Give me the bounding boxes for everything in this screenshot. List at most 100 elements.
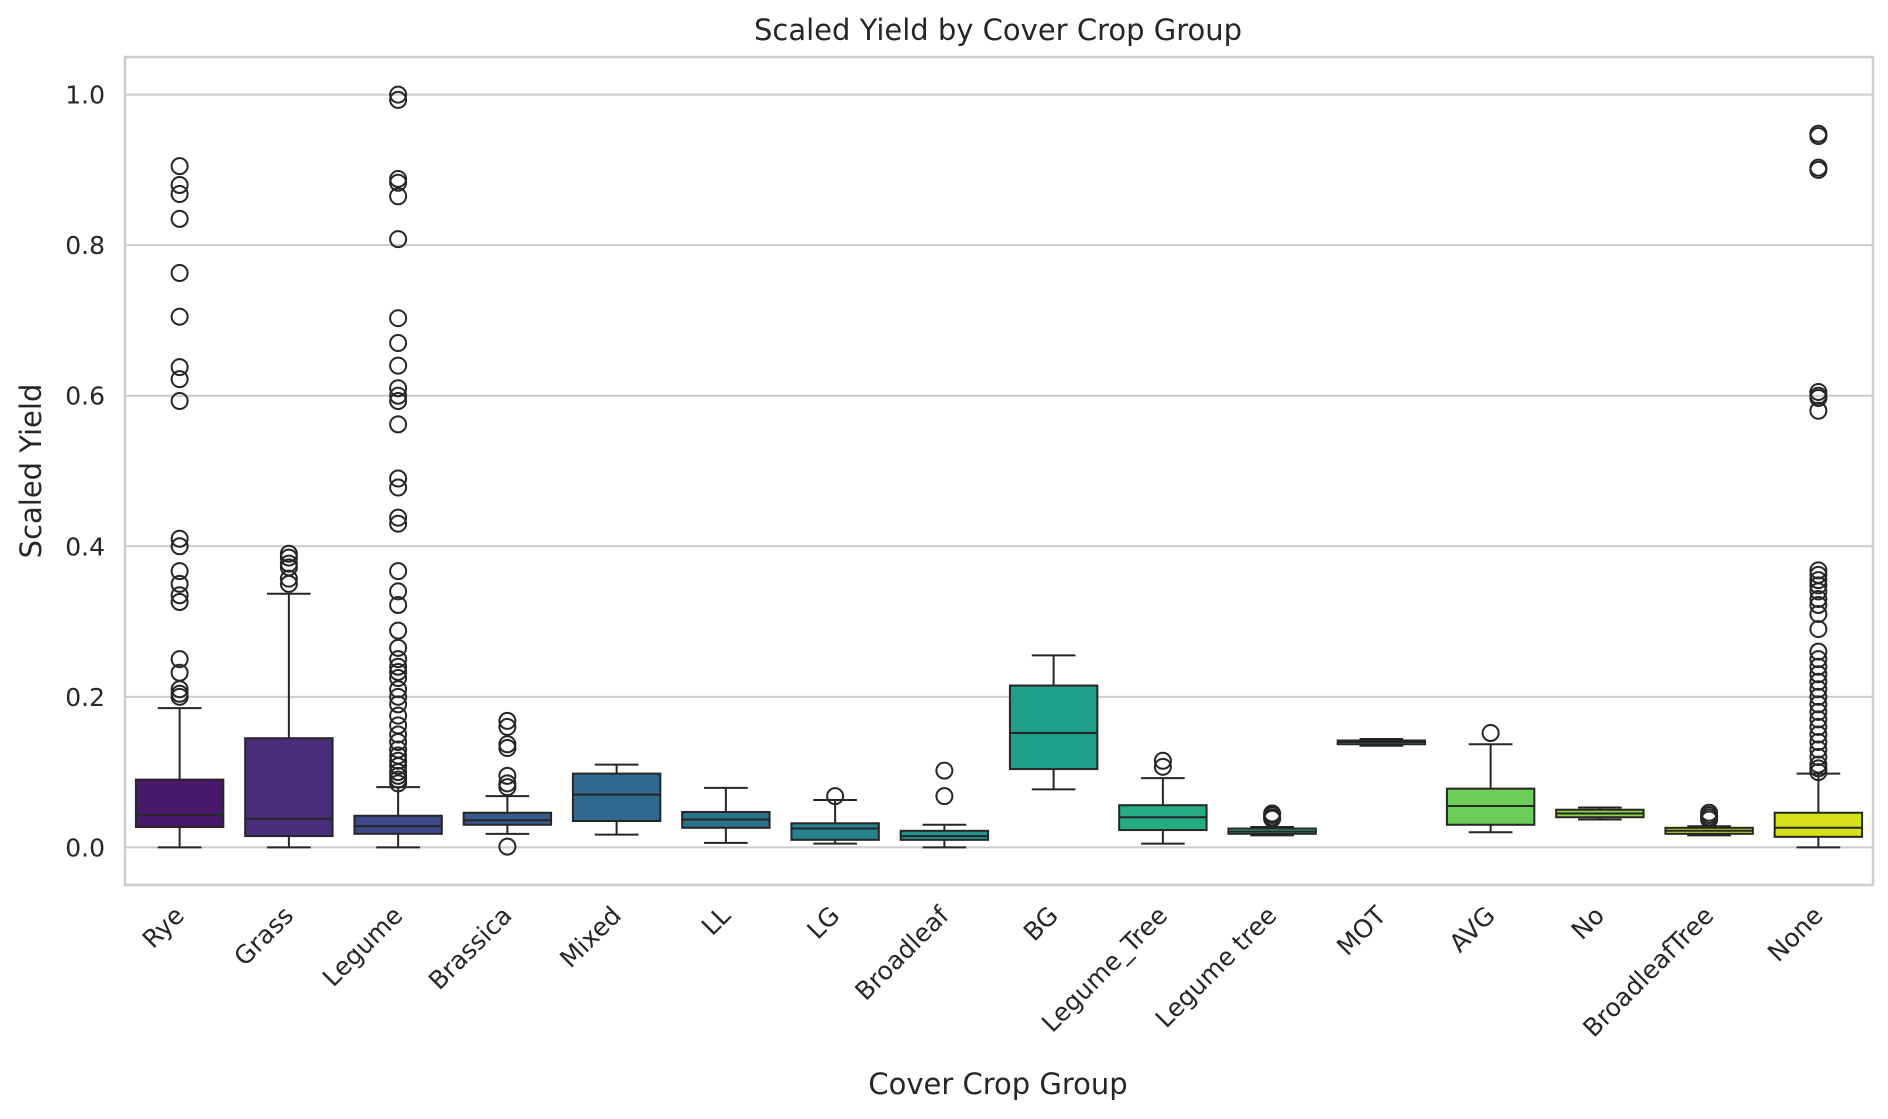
- x-axis-title: Cover Crop Group: [868, 1067, 1127, 1101]
- outlier-point: [389, 514, 408, 533]
- outlier-point: [498, 711, 517, 730]
- outlier-point: [1809, 388, 1828, 407]
- outlier-point: [1153, 751, 1172, 770]
- outlier-point: [389, 379, 408, 398]
- outlier-point: [1809, 401, 1828, 420]
- x-tick-label: Grass: [228, 901, 299, 972]
- outlier-point: [279, 574, 298, 593]
- outlier-point: [170, 391, 189, 410]
- outlier-point: [498, 778, 517, 797]
- outlier-point: [389, 562, 408, 581]
- box-group: [1773, 124, 1864, 849]
- box-group: [1445, 723, 1536, 834]
- outlier-point: [389, 774, 408, 793]
- outlier-point: [389, 90, 408, 109]
- outlier-point: [170, 650, 189, 669]
- y-tick-label: 0.6: [65, 382, 105, 411]
- outlier-point: [498, 837, 517, 856]
- outlier-point: [1809, 160, 1828, 179]
- outlier-point: [1700, 810, 1719, 829]
- outlier-point: [1809, 571, 1828, 590]
- outlier-point: [389, 716, 408, 735]
- y-tick-label: 0.8: [65, 231, 105, 260]
- outlier-point: [1809, 127, 1828, 146]
- box-group: [1227, 804, 1317, 837]
- y-tick-labels: 0.0 0.2 0.4 0.6 0.8 1.0: [65, 81, 105, 863]
- box-iqr: [353, 814, 443, 835]
- box-group: [244, 544, 334, 849]
- outlier-point: [389, 657, 408, 676]
- box-iqr: [244, 737, 334, 838]
- box-iqr: [1773, 811, 1864, 838]
- outlier-point: [498, 739, 517, 758]
- outlier-point: [1809, 595, 1828, 614]
- outlier-point: [279, 569, 298, 588]
- outlier-point: [170, 680, 189, 699]
- boxes: [134, 85, 1864, 856]
- outlier-point: [170, 358, 189, 377]
- x-tick-label: Legume: [317, 901, 408, 992]
- outlier-point: [389, 230, 408, 249]
- box-iqr: [134, 778, 225, 829]
- box-group: [1336, 737, 1427, 747]
- outlier-point: [389, 595, 408, 614]
- box-group: [1008, 654, 1099, 791]
- outlier-point: [498, 735, 517, 754]
- box-group: [1118, 751, 1208, 845]
- outlier-point: [170, 537, 189, 556]
- box-iqr: [571, 772, 662, 823]
- plot-frame: [123, 55, 1875, 887]
- x-tick-label: No: [1566, 901, 1611, 946]
- outlier-point: [935, 761, 954, 780]
- outlier-point: [1809, 620, 1828, 639]
- outlier-point: [389, 621, 408, 640]
- outlier-point: [389, 757, 408, 776]
- x-tick-label: Brassica: [423, 901, 518, 996]
- y-axis-title: Scaled Yield: [14, 384, 48, 559]
- box-iqr: [462, 811, 553, 826]
- box-group: [790, 787, 880, 845]
- x-tick-label: AVG: [1444, 901, 1501, 958]
- box-group: [1555, 806, 1645, 821]
- outlier-point: [389, 732, 408, 751]
- y-tick-label: 0.2: [65, 683, 105, 712]
- x-tick-label: None: [1762, 901, 1829, 968]
- box-group: [571, 763, 662, 836]
- outlier-point: [389, 386, 408, 405]
- grid-lines: [125, 93, 1873, 849]
- box-group: [462, 711, 553, 856]
- outlier-point: [170, 574, 189, 593]
- outlier-point: [826, 787, 845, 806]
- outlier-point: [389, 695, 408, 714]
- x-tick-label: Mixed: [554, 901, 627, 974]
- x-tick-label: MOT: [1331, 900, 1392, 961]
- outlier-point: [1809, 605, 1828, 624]
- x-tick-label: Rye: [137, 901, 190, 954]
- outlier-point: [389, 638, 408, 657]
- box-group: [899, 761, 990, 849]
- outlier-point: [389, 169, 408, 188]
- outlier-point: [1809, 763, 1828, 782]
- x-tick-label: LG: [801, 901, 845, 945]
- outlier-point: [498, 766, 517, 785]
- outlier-point: [389, 650, 408, 669]
- y-tick-label: 0.0: [65, 833, 105, 862]
- outlier-point: [389, 478, 408, 497]
- outlier-point: [389, 687, 408, 706]
- outlier-point: [1481, 723, 1500, 742]
- outlier-point: [389, 85, 408, 104]
- outlier-point: [170, 586, 189, 605]
- y-tick-label: 0.4: [65, 532, 105, 561]
- outlier-point: [170, 157, 189, 176]
- outlier-point: [389, 334, 408, 353]
- outlier-point: [170, 307, 189, 326]
- box-iqr: [790, 822, 880, 841]
- outlier-point: [389, 669, 408, 687]
- chart-title: Scaled Yield by Cover Crop Group: [754, 13, 1242, 47]
- outlier-point: [170, 175, 189, 194]
- outlier-point: [389, 508, 408, 527]
- outlier-point: [170, 529, 189, 548]
- outlier-point: [1153, 757, 1172, 776]
- box-group: [1664, 803, 1754, 837]
- outlier-point: [279, 548, 298, 567]
